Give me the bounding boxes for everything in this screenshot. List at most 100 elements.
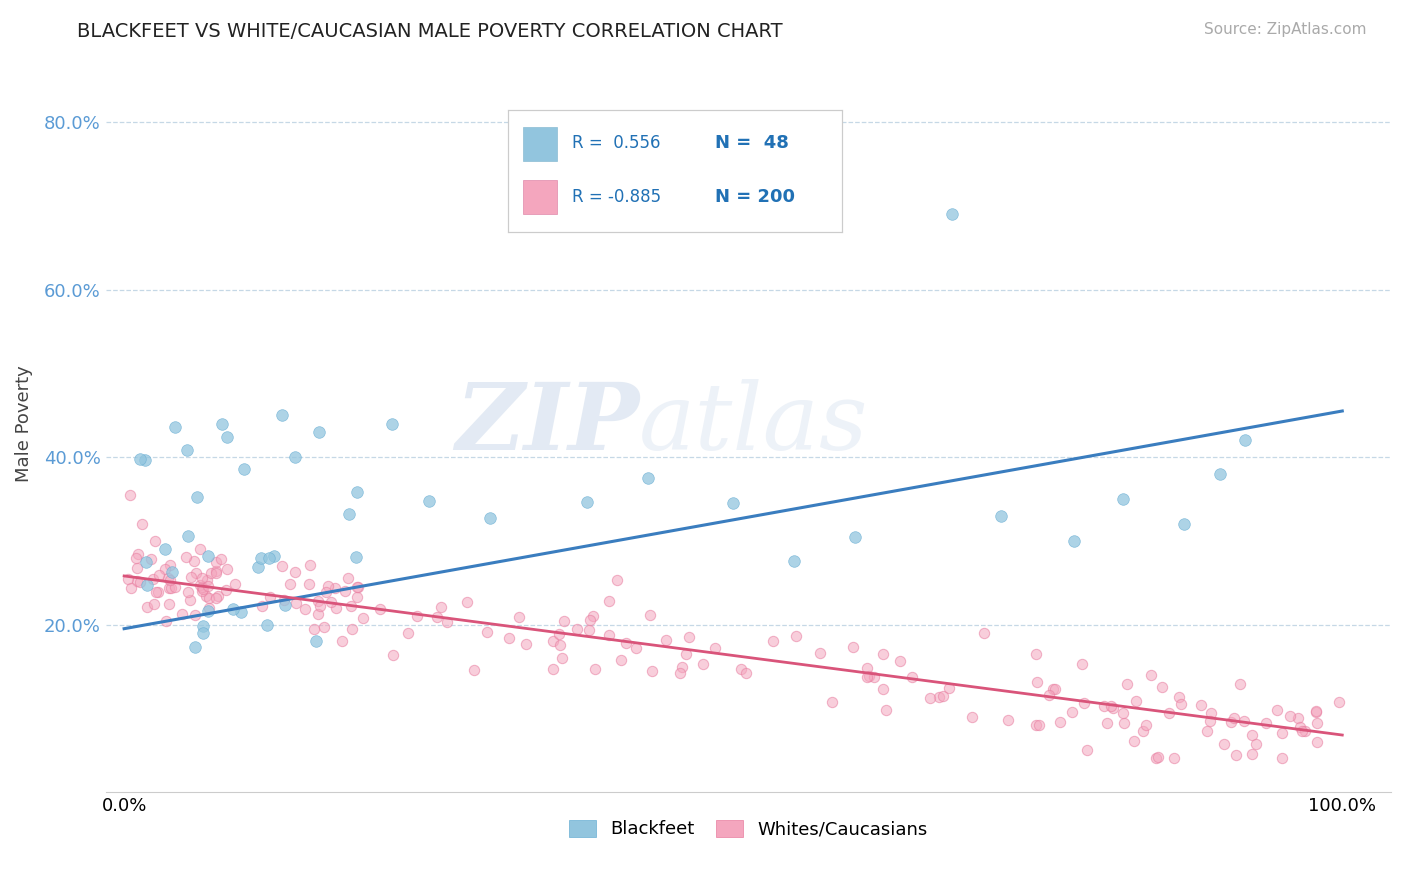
- Point: [298, 577, 321, 591]
- Point: [582, 608, 605, 623]
- Point: [162, 565, 184, 579]
- Point: [307, 594, 329, 608]
- Point: [330, 634, 353, 648]
- Point: [553, 614, 575, 628]
- Point: [263, 549, 285, 563]
- Point: [406, 609, 429, 624]
- Point: [1170, 697, 1192, 711]
- Point: [195, 589, 218, 603]
- Point: [224, 577, 246, 591]
- Point: [285, 596, 308, 610]
- Point: [475, 625, 498, 640]
- Point: [139, 552, 162, 566]
- Point: [541, 633, 564, 648]
- Point: [960, 710, 983, 724]
- Point: [346, 485, 368, 500]
- Point: [1199, 714, 1222, 729]
- Point: [990, 508, 1012, 523]
- Point: [278, 577, 301, 591]
- Point: [1254, 716, 1277, 731]
- Point: [931, 690, 953, 704]
- Point: [184, 640, 207, 655]
- Point: [418, 493, 440, 508]
- Point: [973, 626, 995, 640]
- Point: [478, 510, 501, 524]
- Point: [233, 462, 256, 476]
- Point: [1092, 698, 1115, 713]
- Point: [550, 651, 572, 665]
- Point: [1291, 723, 1313, 738]
- Point: [578, 623, 600, 637]
- Point: [284, 450, 307, 464]
- Point: [692, 657, 714, 672]
- Point: [1265, 703, 1288, 717]
- Point: [193, 582, 215, 596]
- Point: [862, 670, 884, 684]
- Point: [872, 681, 894, 696]
- Point: [1043, 681, 1066, 696]
- Point: [184, 607, 207, 622]
- Point: [641, 664, 664, 678]
- Point: [117, 572, 139, 586]
- Point: [340, 599, 363, 613]
- Point: [163, 580, 186, 594]
- Point: [257, 550, 280, 565]
- Point: [146, 585, 169, 599]
- Point: [1025, 675, 1047, 690]
- Legend: Blackfeet, Whites/Caucasians: Blackfeet, Whites/Caucasians: [561, 813, 935, 846]
- Point: [598, 594, 620, 608]
- Point: [1076, 743, 1098, 757]
- Point: [195, 574, 218, 588]
- Point: [157, 597, 180, 611]
- Point: [247, 559, 270, 574]
- Point: [1294, 723, 1316, 738]
- Point: [1150, 680, 1173, 694]
- Point: [1219, 714, 1241, 729]
- Point: [273, 593, 295, 607]
- Point: [191, 580, 214, 594]
- Point: [179, 593, 201, 607]
- Point: [842, 640, 865, 654]
- Point: [134, 453, 156, 467]
- Point: [190, 583, 212, 598]
- Point: [153, 541, 176, 556]
- Point: [918, 690, 941, 705]
- Point: [808, 647, 831, 661]
- Point: [142, 572, 165, 586]
- Point: [1240, 747, 1263, 761]
- Point: [188, 542, 211, 557]
- Point: [188, 578, 211, 592]
- Point: [1244, 737, 1267, 751]
- Point: [312, 619, 335, 633]
- Point: [205, 591, 228, 606]
- Point: [143, 597, 166, 611]
- Point: [198, 591, 221, 605]
- Point: [821, 695, 844, 709]
- Point: [159, 558, 181, 572]
- Point: [638, 608, 661, 623]
- Point: [1097, 715, 1119, 730]
- Point: [548, 639, 571, 653]
- Point: [704, 641, 727, 656]
- Point: [177, 584, 200, 599]
- Point: [186, 490, 208, 504]
- Point: [193, 625, 215, 640]
- Point: [1060, 705, 1083, 719]
- Point: [785, 628, 807, 642]
- Point: [294, 602, 316, 616]
- Point: [1063, 533, 1085, 548]
- Point: [125, 574, 148, 589]
- Point: [125, 550, 148, 565]
- Point: [308, 425, 330, 439]
- Point: [844, 531, 866, 545]
- Point: [207, 589, 229, 603]
- Point: [1049, 714, 1071, 729]
- Point: [637, 471, 659, 485]
- Point: [1278, 709, 1301, 723]
- Point: [229, 605, 252, 619]
- Point: [783, 554, 806, 568]
- Point: [145, 585, 167, 599]
- Point: [135, 578, 157, 592]
- Point: [136, 600, 159, 615]
- Point: [624, 641, 647, 656]
